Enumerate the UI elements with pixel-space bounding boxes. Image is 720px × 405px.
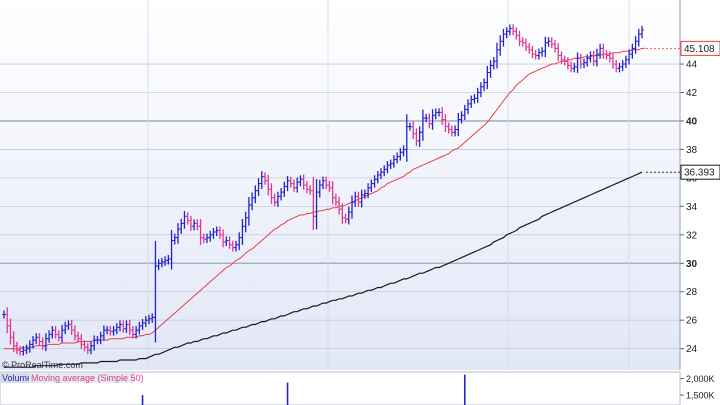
price-labels: 45.108 36.393 xyxy=(646,40,720,180)
price-bars xyxy=(2,24,644,356)
volume-ma-label: Moving average (Simple 50) xyxy=(31,373,144,383)
y-tick-label: 26 xyxy=(686,316,698,327)
y-tick-label: 42 xyxy=(686,88,698,99)
watermark: © ProRealTime.com xyxy=(2,360,83,370)
price-axis: 2426283032343638404244 xyxy=(679,0,698,370)
y-tick-label: 34 xyxy=(686,202,698,213)
price-axis-background xyxy=(680,0,720,405)
volume-axis: 2,000K 1,500K xyxy=(680,374,715,401)
volume-bars xyxy=(141,374,466,405)
volume-label-box xyxy=(1,373,29,383)
ma200-line-group xyxy=(4,171,643,368)
y-tick-label: 32 xyxy=(686,230,698,241)
ohlc-bar xyxy=(640,25,644,39)
volume-ma-label-box xyxy=(29,373,135,383)
price-label-ma200: 36.393 xyxy=(684,168,715,179)
y-tick-label: 24 xyxy=(686,344,698,355)
gridlines xyxy=(0,0,680,370)
volume-label: Volume xyxy=(2,373,32,383)
ma200-line xyxy=(4,171,643,368)
ma50-line-group xyxy=(4,47,646,350)
price-label-ma50: 45.108 xyxy=(684,44,715,55)
y-tick-label: 30 xyxy=(686,259,698,270)
y-tick-label: 38 xyxy=(686,145,698,156)
volume-tick-label: 2,000K xyxy=(686,374,715,384)
y-tick-label: 28 xyxy=(686,287,698,298)
volume-tick-label: 1,500K xyxy=(686,391,715,401)
ma50-line xyxy=(4,47,646,350)
price-label-box xyxy=(680,40,720,56)
y-tick-label: 40 xyxy=(686,116,698,127)
y-tick-label: 44 xyxy=(686,60,698,71)
price-label-box xyxy=(680,164,720,180)
